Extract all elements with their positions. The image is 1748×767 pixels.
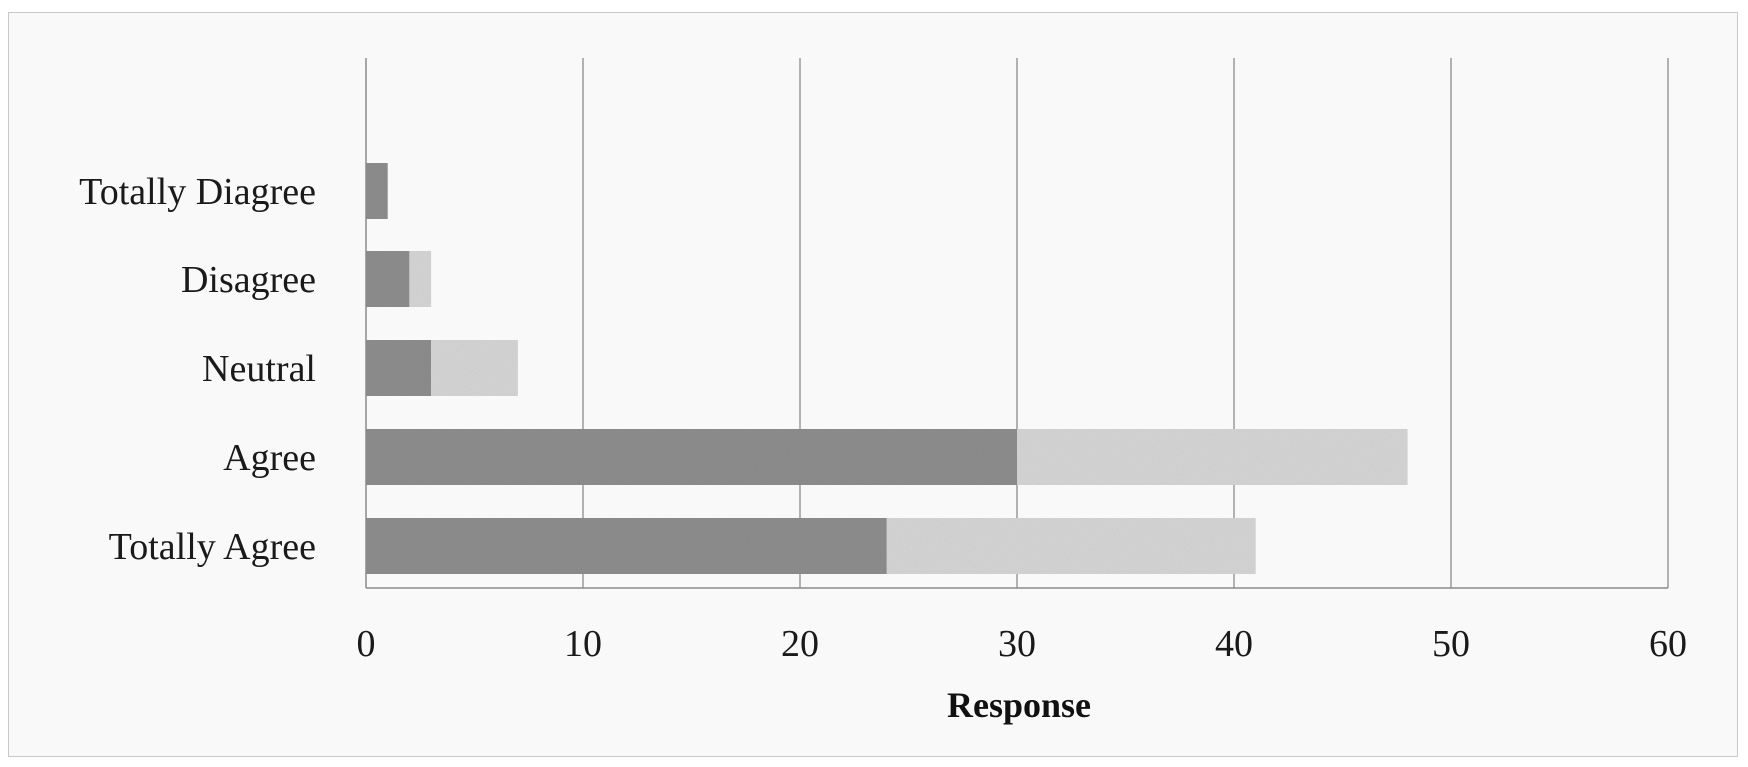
- x-tick-labels: 0 10 20 30 40 50 60: [357, 623, 1688, 665]
- category-label: Neutral: [202, 348, 316, 390]
- bar-segment-series-2: [886, 518, 1256, 574]
- gridlines: [582, 58, 1669, 588]
- chart-frame: [8, 12, 1738, 757]
- bar-segment-series-1: [366, 251, 410, 307]
- x-tick-label: 50: [1432, 623, 1470, 665]
- bar-segment-series-2: [1017, 429, 1408, 485]
- x-tick-label: 40: [1215, 623, 1253, 665]
- x-tick-label: 20: [781, 623, 819, 665]
- bar-segment-series-2: [431, 340, 518, 396]
- bar-segment-series-1: [366, 518, 887, 574]
- x-tick-label: 10: [564, 623, 602, 665]
- bar-segment-series-1: [366, 163, 388, 219]
- category-label: Totally Diagree: [79, 171, 316, 213]
- bars: [366, 163, 1408, 574]
- category-label: Disagree: [181, 259, 316, 301]
- category-label: Agree: [223, 437, 316, 479]
- bar-segment-series-1: [366, 429, 1017, 485]
- bar-segment-series-1: [366, 340, 432, 396]
- x-tick-label: 0: [357, 623, 376, 665]
- x-axis-title: Response: [947, 685, 1091, 725]
- x-tick-label: 30: [998, 623, 1036, 665]
- x-tick-label: 60: [1649, 623, 1687, 665]
- bar-segment-series-2: [409, 251, 432, 307]
- category-label: Totally Agree: [109, 526, 316, 568]
- axes: [365, 58, 1668, 589]
- category-labels: Totally Diagree Disagree Neutral Agree Total…: [79, 171, 316, 568]
